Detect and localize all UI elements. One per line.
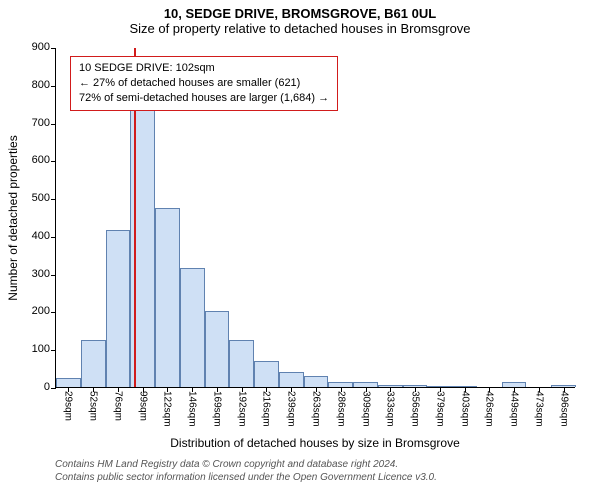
x-tick-label: 356sqm	[410, 391, 421, 427]
y-tick-label: 900	[32, 41, 56, 53]
x-tick-label: 146sqm	[187, 391, 198, 427]
x-tick-mark	[266, 387, 267, 392]
histogram-bar	[81, 340, 106, 387]
x-tick-mark	[514, 387, 515, 392]
x-tick-mark	[192, 387, 193, 392]
x-tick-label: 216sqm	[261, 391, 272, 427]
x-tick-label: 449sqm	[509, 391, 520, 427]
x-axis-label: Distribution of detached houses by size …	[170, 436, 459, 450]
x-tick-label: 473sqm	[533, 391, 544, 427]
x-tick-label: 379sqm	[434, 391, 445, 427]
x-tick-label: 403sqm	[459, 391, 470, 427]
histogram-bar	[155, 208, 180, 387]
histogram-bar	[279, 372, 304, 387]
chart-container: 10, SEDGE DRIVE, BROMSGROVE, B61 0UL Siz…	[0, 0, 600, 500]
y-tick-mark	[51, 350, 56, 351]
y-tick-mark	[51, 388, 56, 389]
x-tick-mark	[291, 387, 292, 392]
credits-line-1: Contains HM Land Registry data © Crown c…	[55, 458, 437, 471]
x-tick-label: 52sqm	[88, 391, 99, 421]
x-tick-label: 333sqm	[385, 391, 396, 427]
x-tick-label: 496sqm	[558, 391, 569, 427]
y-tick-mark	[51, 312, 56, 313]
y-axis-label: Number of detached properties	[6, 118, 20, 318]
histogram-bar	[180, 268, 205, 387]
x-tick-label: 286sqm	[335, 391, 346, 427]
histogram-bar	[106, 230, 131, 387]
y-tick-mark	[51, 86, 56, 87]
x-tick-label: 309sqm	[360, 391, 371, 427]
chart-title-address: 10, SEDGE DRIVE, BROMSGROVE, B61 0UL	[0, 0, 600, 21]
histogram-bar	[205, 311, 230, 387]
histogram-bar	[229, 340, 254, 387]
credits-line-2: Contains public sector information licen…	[55, 471, 437, 484]
histogram-bar	[56, 378, 81, 387]
x-tick-mark	[93, 387, 94, 392]
x-tick-mark	[564, 387, 565, 392]
credits-text: Contains HM Land Registry data © Crown c…	[55, 458, 437, 484]
x-tick-label: 426sqm	[484, 391, 495, 427]
x-tick-mark	[465, 387, 466, 392]
y-tick-mark	[51, 275, 56, 276]
x-tick-label: 76sqm	[112, 391, 123, 421]
histogram-bar	[304, 376, 329, 387]
x-tick-label: 169sqm	[211, 391, 222, 427]
x-tick-mark	[118, 387, 119, 392]
annotation-line: 72% of semi-detached houses are larger (…	[79, 91, 329, 106]
x-tick-mark	[217, 387, 218, 392]
x-tick-label: 239sqm	[286, 391, 297, 427]
x-tick-label: 192sqm	[236, 391, 247, 427]
y-tick-mark	[51, 48, 56, 49]
annotation-box: 10 SEDGE DRIVE: 102sqm← 27% of detached …	[70, 56, 338, 111]
y-tick-mark	[51, 237, 56, 238]
annotation-line: ← 27% of detached houses are smaller (62…	[79, 76, 329, 91]
x-tick-mark	[390, 387, 391, 392]
x-tick-mark	[143, 387, 144, 392]
x-tick-mark	[415, 387, 416, 392]
x-tick-mark	[316, 387, 317, 392]
y-tick-mark	[51, 199, 56, 200]
x-tick-mark	[242, 387, 243, 392]
histogram-bar	[254, 361, 279, 387]
x-tick-mark	[489, 387, 490, 392]
y-tick-label: 0	[44, 381, 56, 393]
x-tick-mark	[539, 387, 540, 392]
chart-subtitle: Size of property relative to detached ho…	[0, 21, 600, 36]
x-tick-label: 29sqm	[63, 391, 74, 421]
x-tick-mark	[366, 387, 367, 392]
annotation-line: 10 SEDGE DRIVE: 102sqm	[79, 61, 329, 76]
x-tick-mark	[167, 387, 168, 392]
x-tick-label: 122sqm	[162, 391, 173, 427]
y-tick-mark	[51, 161, 56, 162]
x-tick-label: 263sqm	[311, 391, 322, 427]
x-tick-mark	[440, 387, 441, 392]
x-tick-mark	[68, 387, 69, 392]
y-tick-mark	[51, 124, 56, 125]
x-tick-mark	[341, 387, 342, 392]
x-tick-label: 99sqm	[137, 391, 148, 421]
